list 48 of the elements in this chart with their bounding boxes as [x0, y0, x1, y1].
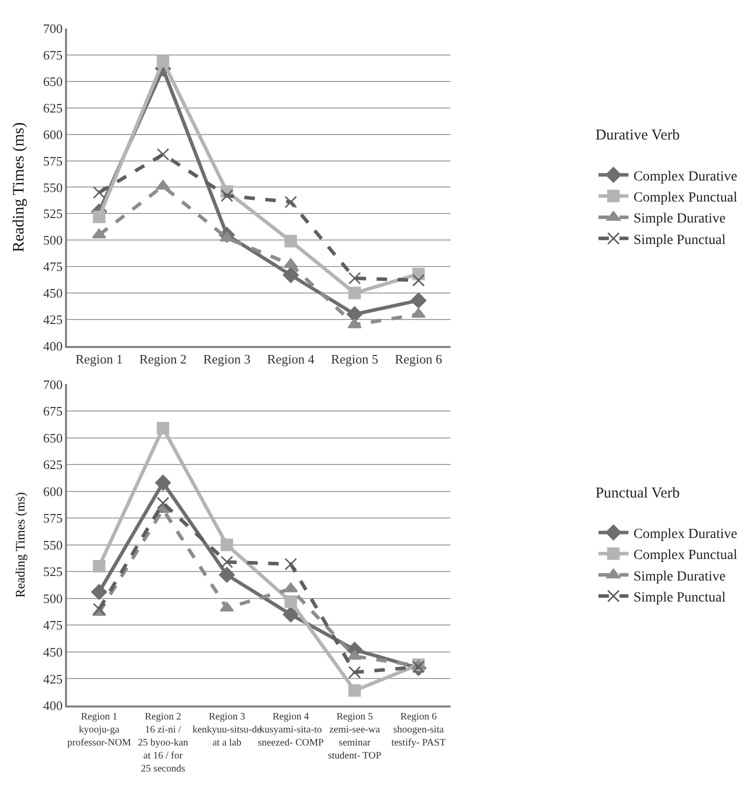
y-tick-label: 525	[43, 564, 63, 580]
y-tick-label: 575	[43, 153, 63, 168]
legend-label: Simple Punctual	[633, 232, 726, 248]
y-tick-label: 700	[43, 21, 63, 36]
y-tick-label: 525	[43, 206, 63, 222]
y-tick-label: 550	[43, 537, 63, 552]
y-tick-label: 675	[43, 404, 63, 419]
y-tick-label: 425	[43, 312, 63, 328]
y-tick-label: 400	[43, 698, 63, 714]
y-tick-label: 475	[43, 618, 63, 633]
y-tick-label: 450	[43, 286, 63, 301]
y-tick-label: 650	[43, 74, 63, 89]
x-tick-label: Region 5 zemi-see-wa seminar student- TOP	[328, 712, 382, 762]
y-tick-label: 650	[43, 430, 63, 446]
y-axis-title: Reading Times (ms)	[12, 492, 28, 598]
x-tick-label: Region 6 shoogen-sita testify- PAST	[391, 712, 446, 748]
x-tick-label: Region 6	[394, 352, 443, 367]
y-tick-label: 625	[43, 457, 63, 472]
legend-label: Complex Punctual	[633, 548, 738, 564]
legend-title: Durative Verb	[595, 128, 680, 144]
y-tick-label: 500	[43, 232, 63, 248]
y-tick-label: 600	[43, 484, 63, 499]
y-tick-label: 700	[43, 376, 63, 392]
x-tick-label: Region 5	[330, 352, 378, 367]
x-tick-label: Region 3	[203, 352, 251, 367]
y-tick-label: 450	[43, 644, 63, 660]
x-tick-label: Region 2 16 zi-ni / 25 byoo-kan at 16 / for 25 seconds	[138, 712, 188, 774]
legend-label: Simple Durative	[633, 212, 726, 227]
legend-label: Complex Durative	[633, 169, 738, 184]
x-tick-label: Region 2	[139, 352, 187, 367]
legend-title: Punctual Verb	[595, 485, 680, 502]
y-axis-title: Reading Times (ms)	[10, 122, 28, 252]
x-tick-label: Region 1	[75, 352, 123, 367]
legend-label: Complex Durative	[633, 526, 738, 542]
x-tick-label: Region 1 kyooju-ga professor-NOM	[67, 712, 132, 748]
legend-label: Complex Punctual	[633, 190, 738, 206]
y-tick-label: 425	[43, 671, 63, 686]
y-tick-label: 500	[43, 590, 63, 606]
x-tick-label: Region 4	[267, 352, 315, 367]
y-tick-label: 400	[43, 338, 63, 354]
y-tick-label: 575	[43, 510, 63, 526]
y-tick-label: 600	[43, 126, 63, 142]
y-tick-label: 625	[43, 100, 63, 116]
y-tick-label: 675	[43, 47, 63, 62]
y-tick-label: 475	[43, 259, 63, 274]
legend-label: Simple Durative	[633, 569, 726, 584]
y-tick-label: 550	[43, 180, 63, 195]
legend-label: Simple Punctual	[633, 590, 726, 606]
